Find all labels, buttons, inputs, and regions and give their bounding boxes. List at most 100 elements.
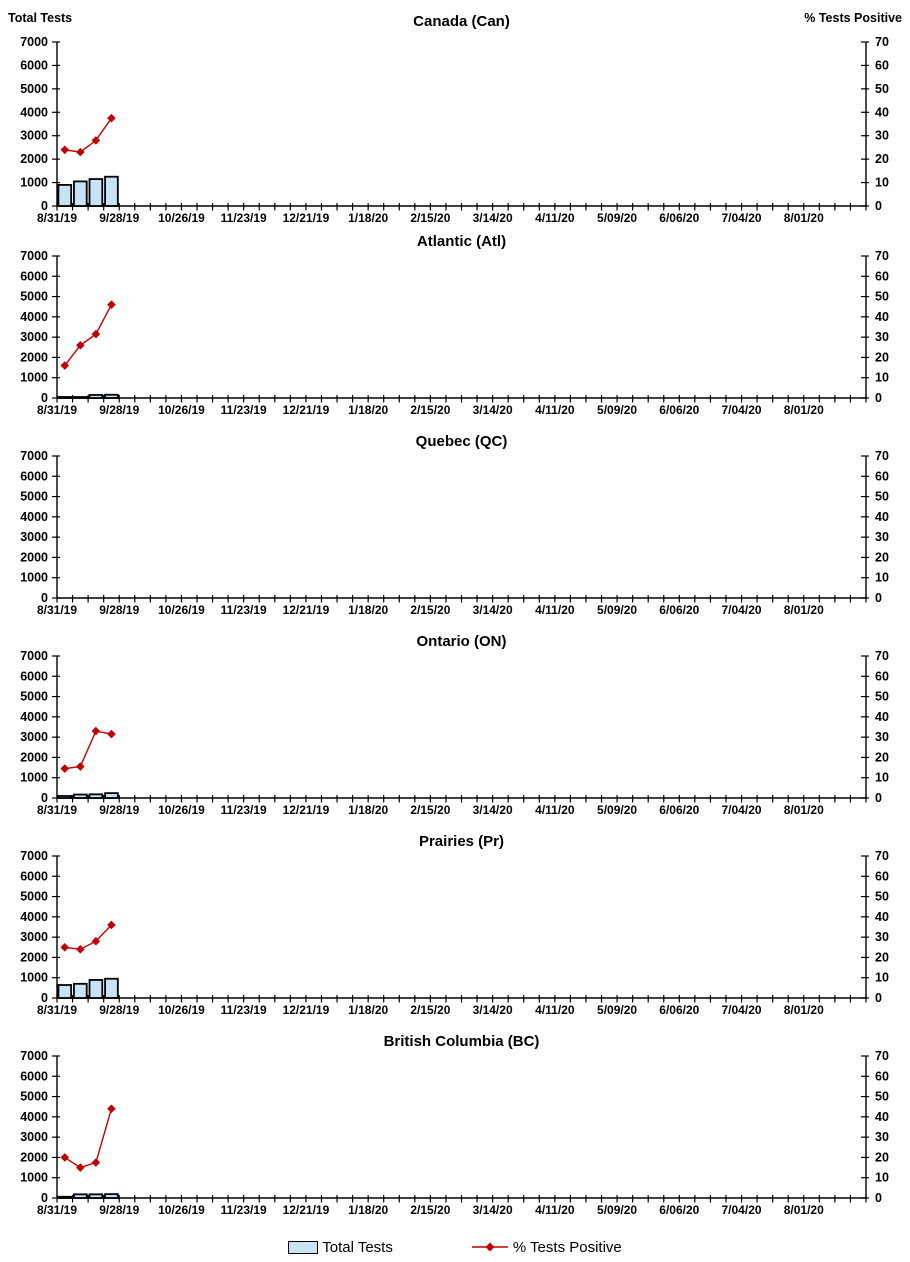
left-axis-tick-label: 3000 [20, 530, 48, 544]
left-axis-tick-label: 1000 [20, 1171, 48, 1185]
bar-total-tests [104, 175, 119, 207]
x-axis-tick-label: 8/31/19 [37, 803, 77, 817]
x-axis-tick-label: 1/18/20 [348, 1003, 388, 1017]
bar-total-tests [57, 795, 73, 799]
line-pct-tests-positive [64, 117, 113, 153]
left-axis-tick-label: 0 [41, 791, 48, 805]
legend-item-total-tests: Total Tests [288, 1239, 393, 1256]
bar-swatch-icon [288, 1240, 319, 1254]
right-axis-tick-label: 40 [875, 910, 889, 924]
x-axis-tick-label: 8/31/19 [37, 403, 77, 417]
right-axis-tick-label: 60 [875, 58, 889, 72]
right-axis-tick-label: 40 [875, 710, 889, 724]
right-axis-tick-label: 70 [875, 849, 889, 863]
left-axis-tick-label: 2000 [20, 950, 48, 964]
left-axis-tick-label: 1000 [20, 771, 48, 785]
left-axis-tick-label: 6000 [20, 269, 48, 283]
data-point-diamond-icon [60, 942, 70, 952]
data-point-diamond-icon [60, 764, 70, 773]
right-axis-tick-label: 30 [875, 730, 889, 744]
right-axis-tick-label: 30 [875, 530, 889, 544]
data-point-diamond-icon [91, 329, 101, 339]
chart-atlantic-atl: Atlantic (Atl) 0 1000 2000 3000 4000 5000 6000 7… [20, 233, 889, 417]
left-axis-tick-label: 5000 [20, 490, 48, 504]
bar-total-tests [88, 979, 104, 999]
x-axis-tick-label: 12/21/19 [283, 403, 330, 417]
x-axis-tick-label: 2/15/20 [410, 1203, 450, 1217]
left-axis-tick-label: 7000 [20, 649, 48, 663]
left-axis-tick-label: 4000 [20, 1110, 48, 1124]
data-point-diamond-icon [60, 361, 70, 370]
bar-total-tests [73, 982, 88, 999]
x-axis-tick-label: 8/31/19 [37, 1003, 77, 1017]
x-axis-tick-label: 2/15/20 [410, 1003, 450, 1017]
left-axis-tick-label: 1000 [20, 571, 48, 585]
x-axis-tick-label: 8/01/20 [784, 1203, 824, 1217]
data-point-diamond-icon [107, 729, 116, 739]
left-axis-tick-label: 4000 [20, 310, 48, 324]
left-axis-tick-label: 2000 [20, 1150, 48, 1164]
line-swatch-icon [471, 1242, 508, 1252]
legend-label-pct-positive: % Tests Positive [512, 1238, 622, 1256]
x-axis-tick-label: 3/14/20 [473, 211, 513, 225]
x-axis-tick-label: 3/14/20 [473, 403, 513, 417]
x-axis-tick-label: 2/15/20 [410, 803, 450, 817]
bar-total-tests [104, 1193, 119, 1199]
data-point-diamond-icon [91, 726, 101, 736]
x-axis-tick-label: 6/06/20 [659, 603, 699, 617]
right-axis-tick-label: 0 [875, 199, 882, 213]
left-axis-tick-label: 0 [41, 591, 48, 605]
left-axis-tick-label: 3000 [20, 129, 48, 143]
legend-label-total-tests: Total Tests [322, 1238, 393, 1256]
bar-total-tests [88, 178, 104, 207]
data-point-diamond-icon [107, 1104, 116, 1114]
x-axis-tick-label: 3/14/20 [473, 1203, 513, 1217]
x-axis-tick-label: 7/04/20 [722, 1203, 762, 1217]
left-axis-tick-label: 6000 [20, 869, 48, 883]
right-axis-tick-label: 30 [875, 1130, 889, 1144]
right-axis-tick-label: 50 [875, 490, 889, 504]
right-axis-tick-label: 10 [875, 771, 889, 785]
x-axis-tick-label: 3/14/20 [473, 603, 513, 617]
right-axis-tick-label: 10 [875, 571, 889, 585]
right-axis-tick-label: 10 [875, 176, 889, 190]
right-axis-tick-label: 70 [875, 35, 889, 49]
right-axis-tick-label: 30 [875, 330, 889, 344]
right-axis-title: % Tests Positive [804, 11, 902, 25]
x-axis-tick-label: 1/18/20 [348, 603, 388, 617]
data-point-diamond-icon [91, 936, 101, 946]
bar-total-tests [88, 394, 104, 399]
left-axis-title: Total Tests [8, 11, 72, 25]
left-axis-tick-label: 0 [41, 991, 48, 1005]
x-axis-tick-label: 8/31/19 [37, 603, 77, 617]
left-axis-tick-label: 5000 [20, 890, 48, 904]
right-axis-tick-label: 70 [875, 649, 889, 663]
right-axis-tick-label: 10 [875, 971, 889, 985]
left-axis-tick-label: 6000 [20, 1069, 48, 1083]
chart-british-columbia-bc: British Columbia (BC) 0 1000 2000 3000 4000 50… [20, 1033, 889, 1217]
x-axis-tick-label: 8/01/20 [784, 403, 824, 417]
bar-total-tests [104, 393, 119, 399]
left-axis-tick-label: 5000 [20, 690, 48, 704]
chart-quebec-qc: Quebec (QC) 0 1000 2000 3000 4000 5000 6000 7000… [20, 433, 889, 617]
x-axis-tick-label: 12/21/19 [283, 1203, 330, 1217]
x-axis-tick-label: 5/09/20 [597, 1003, 637, 1017]
right-axis-tick-label: 40 [875, 1110, 889, 1124]
left-axis-tick-label: 7000 [20, 1049, 48, 1063]
data-point-diamond-icon [60, 1153, 70, 1162]
bar-total-tests [104, 792, 119, 799]
right-axis-tick-label: 70 [875, 1049, 889, 1063]
right-axis-tick-label: 10 [875, 371, 889, 385]
bar-total-tests [73, 396, 88, 399]
x-axis-tick-label: 11/23/19 [221, 403, 267, 417]
left-axis-tick-label: 3000 [20, 330, 48, 344]
x-axis-tick-label: 8/01/20 [784, 603, 824, 617]
right-axis-tick-label: 60 [875, 869, 889, 883]
left-axis-tick-label: 0 [41, 199, 48, 213]
data-point-diamond-icon [76, 1163, 85, 1172]
left-axis-tick-label: 2000 [20, 350, 48, 364]
x-axis-tick-label: 5/09/20 [597, 403, 637, 417]
right-axis-tick-label: 30 [875, 930, 889, 944]
right-axis-tick-label: 10 [875, 1171, 889, 1185]
